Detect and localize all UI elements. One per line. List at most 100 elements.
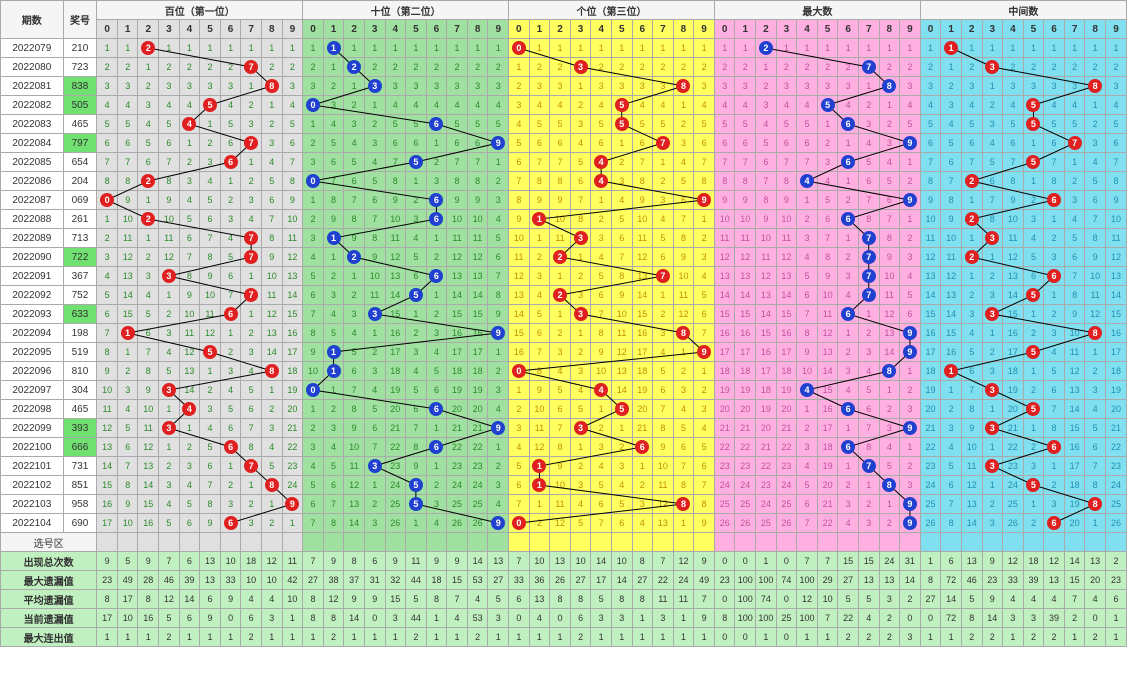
header-digit: 3 bbox=[570, 20, 591, 39]
select-cell[interactable] bbox=[858, 533, 879, 552]
number-cell: 713 bbox=[63, 229, 97, 248]
footer-cell: 27 bbox=[303, 571, 324, 590]
hit-cell: 3 bbox=[982, 381, 1003, 400]
select-cell[interactable] bbox=[1023, 533, 1044, 552]
hit-cell: 6 bbox=[220, 153, 241, 172]
select-cell[interactable] bbox=[364, 533, 385, 552]
miss-cell: 5 bbox=[1064, 115, 1085, 134]
select-cell[interactable] bbox=[1003, 533, 1024, 552]
select-cell[interactable] bbox=[1064, 533, 1085, 552]
select-cell[interactable] bbox=[241, 533, 262, 552]
hit-cell: 7 bbox=[241, 58, 262, 77]
miss-cell: 12 bbox=[138, 438, 159, 457]
select-cell[interactable] bbox=[385, 533, 406, 552]
select-cell[interactable] bbox=[838, 533, 859, 552]
footer-cell: 0 bbox=[714, 590, 735, 609]
miss-cell: 20 bbox=[817, 476, 838, 495]
miss-cell: 4 bbox=[344, 324, 365, 343]
miss-cell: 4 bbox=[858, 362, 879, 381]
select-cell[interactable] bbox=[797, 533, 818, 552]
select-cell[interactable] bbox=[344, 533, 365, 552]
select-cell[interactable] bbox=[261, 533, 282, 552]
select-cell[interactable] bbox=[817, 533, 838, 552]
select-cell[interactable] bbox=[200, 533, 221, 552]
footer-cell: 3 bbox=[653, 609, 674, 628]
miss-cell: 3 bbox=[611, 77, 632, 96]
miss-cell: 20 bbox=[1003, 400, 1024, 419]
select-cell[interactable] bbox=[97, 533, 118, 552]
miss-cell: 11 bbox=[282, 229, 303, 248]
select-cell[interactable] bbox=[467, 533, 488, 552]
select-cell[interactable] bbox=[406, 533, 427, 552]
select-cell[interactable] bbox=[694, 533, 715, 552]
select-cell[interactable] bbox=[282, 533, 303, 552]
select-cell[interactable] bbox=[509, 533, 530, 552]
footer-cell: 9 bbox=[694, 609, 715, 628]
select-cell[interactable] bbox=[900, 533, 921, 552]
select-cell[interactable] bbox=[879, 533, 900, 552]
select-cell[interactable] bbox=[632, 533, 653, 552]
miss-cell: 3 bbox=[344, 305, 365, 324]
footer-cell: 8 bbox=[570, 590, 591, 609]
select-cell[interactable] bbox=[529, 533, 550, 552]
select-cell[interactable] bbox=[1044, 533, 1065, 552]
select-cell[interactable] bbox=[426, 533, 447, 552]
miss-cell: 23 bbox=[282, 457, 303, 476]
header-digit: 7 bbox=[1064, 20, 1085, 39]
miss-cell: 1 bbox=[117, 343, 138, 362]
select-cell[interactable] bbox=[714, 533, 735, 552]
select-cell[interactable] bbox=[735, 533, 756, 552]
miss-cell: 13 bbox=[1003, 267, 1024, 286]
select-cell[interactable] bbox=[550, 533, 571, 552]
hit-cell: 8 bbox=[261, 476, 282, 495]
select-cell[interactable] bbox=[303, 533, 324, 552]
miss-cell: 1 bbox=[570, 77, 591, 96]
miss-cell: 1 bbox=[756, 58, 777, 77]
select-cell[interactable] bbox=[982, 533, 1003, 552]
miss-cell: 1 bbox=[364, 39, 385, 58]
miss-cell: 14 bbox=[138, 476, 159, 495]
select-cell[interactable] bbox=[1105, 533, 1126, 552]
select-cell[interactable] bbox=[570, 533, 591, 552]
miss-cell: 4 bbox=[653, 96, 674, 115]
select-cell[interactable] bbox=[776, 533, 797, 552]
miss-cell: 1 bbox=[673, 39, 694, 58]
miss-cell: 3 bbox=[509, 419, 530, 438]
footer-cell: 3 bbox=[385, 609, 406, 628]
select-cell[interactable] bbox=[673, 533, 694, 552]
select-cell[interactable] bbox=[961, 533, 982, 552]
miss-cell: 8 bbox=[550, 438, 571, 457]
period-cell: 2022081 bbox=[1, 77, 64, 96]
select-cell[interactable] bbox=[179, 533, 200, 552]
miss-cell: 6 bbox=[591, 495, 612, 514]
miss-cell: 2 bbox=[694, 229, 715, 248]
select-cell[interactable] bbox=[159, 533, 180, 552]
select-cell[interactable] bbox=[220, 533, 241, 552]
select-cell[interactable] bbox=[591, 533, 612, 552]
footer-cell: 33 bbox=[220, 571, 241, 590]
miss-cell: 5 bbox=[159, 115, 180, 134]
select-cell[interactable] bbox=[920, 533, 941, 552]
miss-cell: 1 bbox=[241, 77, 262, 96]
select-cell[interactable] bbox=[447, 533, 468, 552]
footer-cell: 15 bbox=[858, 552, 879, 571]
miss-cell: 4 bbox=[776, 96, 797, 115]
footer-cell: 8 bbox=[97, 590, 118, 609]
miss-cell: 2 bbox=[1044, 305, 1065, 324]
period-cell: 2022083 bbox=[1, 115, 64, 134]
miss-cell: 1 bbox=[838, 172, 859, 191]
select-cell[interactable] bbox=[323, 533, 344, 552]
select-cell[interactable] bbox=[138, 533, 159, 552]
select-cell[interactable] bbox=[488, 533, 509, 552]
miss-cell: 6 bbox=[138, 324, 159, 343]
footer-cell: 6 bbox=[241, 609, 262, 628]
select-cell[interactable] bbox=[653, 533, 674, 552]
select-cell[interactable] bbox=[941, 533, 962, 552]
select-cell[interactable] bbox=[1085, 533, 1106, 552]
select-cell[interactable] bbox=[611, 533, 632, 552]
miss-cell: 24 bbox=[756, 495, 777, 514]
hit-cell: 9 bbox=[900, 419, 921, 438]
select-cell[interactable] bbox=[117, 533, 138, 552]
select-cell[interactable] bbox=[756, 533, 777, 552]
footer-cell: 8 bbox=[323, 609, 344, 628]
